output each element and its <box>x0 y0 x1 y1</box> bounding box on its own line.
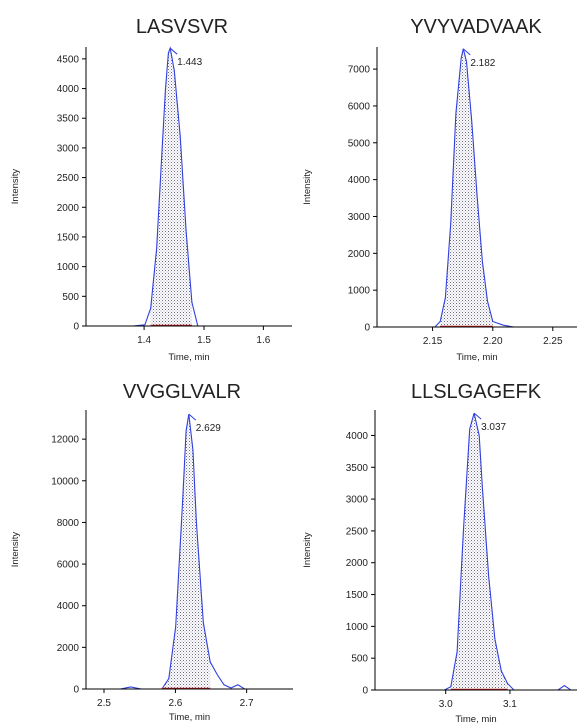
peak-label-leader <box>462 48 471 56</box>
chart-title: YVYVADVAAK <box>410 16 542 38</box>
y-tick-label: 6000 <box>57 560 80 571</box>
y-tick-label: 500 <box>351 654 368 665</box>
peak-label: 2.629 <box>196 423 221 434</box>
x-axis-label: Time, min <box>455 714 496 725</box>
y-axis-label: Intensity <box>302 169 313 205</box>
chromatogram-trace <box>377 48 577 328</box>
chart-title: LLSLGAGEFK <box>411 381 542 403</box>
y-tick-label: 2000 <box>348 249 371 260</box>
peak-area-fill <box>161 414 211 689</box>
peak-area-fill <box>150 48 192 326</box>
y-tick-label: 2000 <box>57 203 80 214</box>
y-tick-label: 5000 <box>348 138 371 149</box>
y-tick-label: 3500 <box>346 463 369 474</box>
x-tick-label: 2.5 <box>97 698 111 709</box>
chart-panel-3: VVGGLVALR 0 2000 4000 6000 8000 10000 12000 2.5 2… <box>10 381 293 723</box>
y-tick-label: 12000 <box>51 435 79 446</box>
y-tick-label: 7000 <box>348 65 371 76</box>
y-tick-label: 4000 <box>348 175 371 186</box>
y-tick-label: 1500 <box>346 590 369 601</box>
chart-title: VVGGLVALR <box>123 381 241 403</box>
y-axis-label: Intensity <box>10 169 21 205</box>
chart-panel-1: LASVSVR 0 500 1000 1500 2000 2500 3000 3500 4000 4… <box>10 16 292 363</box>
y-tick-label: 6000 <box>348 101 371 112</box>
chart-title: LASVSVR <box>136 16 228 38</box>
y-tick-label: 1000 <box>348 286 371 297</box>
y-tick-label: 8000 <box>57 518 80 529</box>
x-tick-label: 2.20 <box>483 336 503 347</box>
y-tick-label: 4000 <box>57 601 80 612</box>
y-tick-label: 500 <box>62 292 79 303</box>
x-tick-label: 3.1 <box>503 699 517 710</box>
peak-label-leader <box>169 47 178 55</box>
x-tick-label: 1.4 <box>137 335 151 346</box>
y-tick-label: 4500 <box>57 54 80 65</box>
x-tick-label: 1.6 <box>256 335 270 346</box>
chart-panel-2: YVYVADVAAK 0 1000 2000 3000 4000 5000 6000 7000 2… <box>302 16 577 363</box>
peak-area-fill <box>450 413 508 690</box>
x-axis-label: Time, min <box>168 352 209 363</box>
x-axis-label: Time, min <box>456 352 497 363</box>
y-tick-label: 10000 <box>51 476 79 487</box>
x-tick-label: 2.7 <box>240 698 254 709</box>
y-tick-label: 0 <box>362 686 368 697</box>
y-tick-label: 3000 <box>346 495 369 506</box>
x-axis-label: Time, min <box>169 712 210 723</box>
y-tick-label: 0 <box>73 685 79 696</box>
x-tick-label: 2.6 <box>168 698 182 709</box>
y-tick-label: 0 <box>73 322 79 333</box>
y-tick-label: 3000 <box>348 212 371 223</box>
y-tick-label: 1000 <box>57 262 80 273</box>
peak-label: 2.182 <box>470 58 495 69</box>
y-tick-label: 1500 <box>57 232 80 243</box>
peak-label: 1.443 <box>177 57 202 68</box>
y-axis-label: Intensity <box>302 532 313 568</box>
x-tick-label: 1.5 <box>197 335 211 346</box>
peak-label-leader <box>188 413 197 421</box>
y-tick-label: 4000 <box>57 84 80 95</box>
y-tick-label: 2500 <box>57 173 80 184</box>
y-tick-label: 3500 <box>57 114 80 125</box>
x-tick-label: 2.25 <box>543 336 563 347</box>
x-tick-label: 3.0 <box>439 699 453 710</box>
y-tick-label: 4000 <box>346 431 369 442</box>
y-tick-label: 1000 <box>346 622 369 633</box>
x-tick-label: 2.15 <box>423 336 443 347</box>
chart-panel-4: LLSLGAGEFK 0 500 1000 1500 2000 2500 3000 3500 40… <box>302 381 577 725</box>
peak-label: 3.037 <box>481 422 506 433</box>
y-tick-label: 0 <box>364 323 370 334</box>
peak-label-leader <box>473 412 482 420</box>
y-tick-label: 2500 <box>346 526 369 537</box>
y-tick-label: 3000 <box>57 143 80 154</box>
peak-area-fill <box>440 48 493 328</box>
y-tick-label: 2000 <box>57 643 80 654</box>
chromatogram-trace <box>375 413 577 691</box>
chromatogram-trace <box>86 46 292 327</box>
y-tick-label: 2000 <box>346 558 369 569</box>
y-axis-label: Intensity <box>10 532 21 568</box>
